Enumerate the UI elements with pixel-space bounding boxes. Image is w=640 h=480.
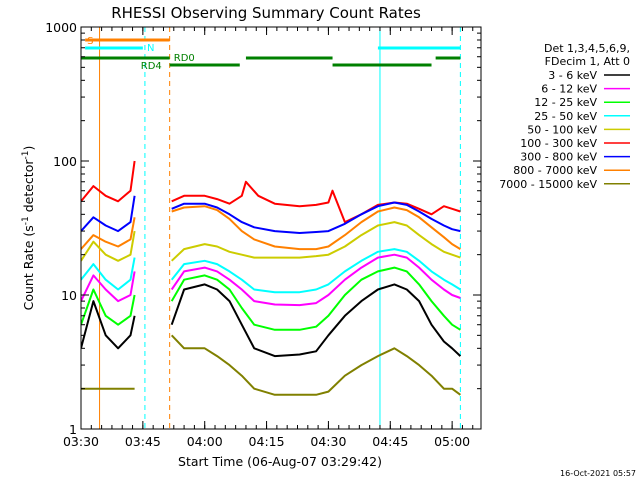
series-line (171, 221, 461, 262)
y-axis-label-sup: -1 (21, 216, 31, 225)
series-line (81, 195, 136, 233)
y-axis-label-sup: -1 (21, 151, 31, 160)
series-line (81, 230, 136, 262)
rd0-label: RD0 (174, 53, 195, 64)
y-axis-label: Count Rate (s-1 detector-1) (21, 146, 36, 311)
series-line (81, 300, 136, 350)
legend-entry-label: 50 - 100 keV (527, 123, 597, 136)
series-line (170, 253, 461, 307)
series-line (171, 201, 461, 234)
legend-entry-label: 800 - 7000 keV (513, 164, 597, 177)
chart-title: RHESSI Observing Summary Count Rates (111, 4, 421, 22)
legend-header: FDecim 1, Att 0 (545, 55, 630, 68)
legend-entry-label: 6 - 12 keV (541, 83, 597, 96)
series-line (81, 271, 136, 303)
x-tick-label: 03:30 (63, 434, 99, 449)
x-tick-label: 04:30 (310, 434, 346, 449)
y-tick-label: 1 (69, 422, 77, 437)
legend-entry-label: 3 - 6 keV (548, 69, 597, 82)
rd4-label: RD4 (141, 61, 162, 72)
legend: Det 1,3,4,5,6,9, FDecim 1, Att 0 3 - 6 k… (499, 42, 630, 191)
series-line (170, 283, 462, 358)
y-axis-label-part: ) (21, 146, 36, 151)
night-label: N (147, 43, 154, 54)
x-axis: 03:30 03:45 04:00 04:15 04:30 04:45 05:00 (63, 27, 474, 449)
series-line (81, 160, 136, 203)
status-bars: S N RD0 RD4 (81, 36, 461, 72)
series-line (81, 257, 136, 291)
series-line (170, 266, 461, 331)
y-axis: 1 10 100 1000 (45, 20, 481, 437)
series-line (170, 248, 461, 294)
series-line (170, 334, 461, 396)
x-tick-label: 05:00 (434, 434, 470, 449)
legend-entry-label: 7000 - 15000 keV (499, 178, 597, 191)
x-axis-label: Start Time (06-Aug-07 03:29:42) (178, 454, 382, 469)
series-group (81, 160, 462, 396)
series-line (171, 205, 461, 251)
legend-entry-label: 100 - 300 keV (520, 137, 597, 150)
y-tick-label: 1000 (45, 20, 77, 35)
series-line (81, 217, 136, 250)
x-tick-label: 04:45 (372, 434, 408, 449)
generation-timestamp: 16-Oct-2021 05:57 (560, 469, 636, 478)
legend-entry-label: 12 - 25 keV (534, 96, 597, 109)
legend-header: Det 1,3,4,5,6,9, (544, 42, 630, 55)
legend-entry-label: 300 - 800 keV (520, 151, 597, 164)
saa-label: S (87, 36, 93, 47)
y-axis-label-part: Count Rate (s (21, 225, 36, 310)
x-tick-label: 03:45 (125, 434, 161, 449)
legend-entry-label: 25 - 50 keV (534, 110, 597, 123)
y-tick-label: 100 (53, 154, 77, 169)
y-tick-label: 10 (61, 288, 77, 303)
series-line (171, 180, 461, 224)
x-tick-label: 04:00 (187, 434, 223, 449)
x-tick-label: 04:15 (249, 434, 285, 449)
y-axis-label-part: detector (21, 159, 36, 217)
plot-frame (80, 26, 482, 430)
series-line (81, 288, 136, 326)
